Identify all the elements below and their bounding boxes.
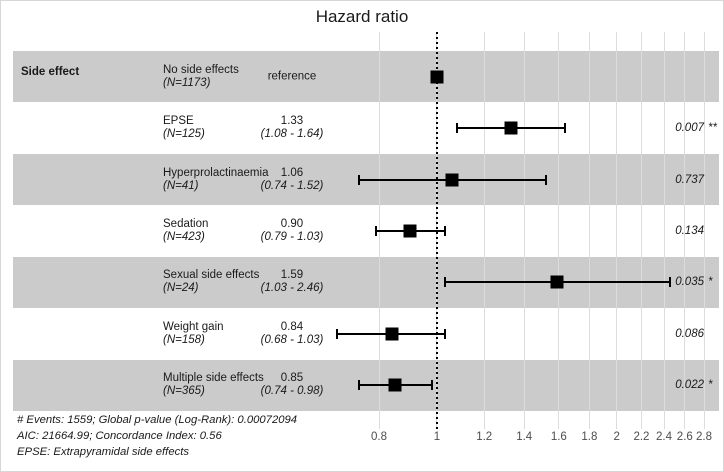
ci-cap-high: [443, 328, 446, 339]
row-label-n: (N=24): [163, 282, 199, 295]
gridline: [483, 32, 485, 429]
x-tick-label: 1.2: [476, 431, 493, 443]
gridline: [523, 32, 525, 429]
x-tick-label: 2.6: [676, 431, 693, 443]
p-value: 0.134: [675, 225, 704, 237]
estimate-value: 1.59: [280, 269, 304, 282]
row-label-name: Hyperprolactinaemia: [163, 166, 269, 179]
gridline: [703, 32, 705, 429]
estimate-block: reference: [268, 70, 317, 83]
x-tick-label: 0.8: [371, 431, 387, 443]
estimate-ci: (0.79 - 1.03): [260, 231, 324, 243]
hr-marker: [403, 224, 417, 238]
estimate-block: 0.84 (0.68 - 1.03): [261, 321, 324, 347]
footnote-events: # Events: 1559; Global p-value (Log-Rank…: [17, 414, 298, 426]
gridline: [684, 32, 686, 429]
significance-stars: **: [708, 122, 717, 135]
x-tick-label: 1.8: [581, 431, 598, 443]
row-label-n: (N=1173): [163, 76, 211, 89]
estimate-block: 0.90 (0.79 - 1.03): [261, 218, 324, 244]
footnote-aic: AIC: 21664.99; Concordance Index: 0.56: [17, 430, 222, 442]
ci-cap-high: [669, 277, 672, 288]
ci-cap-low: [374, 226, 377, 236]
p-value: 0.007: [675, 122, 704, 135]
row-label-n: (N=41): [163, 179, 199, 192]
x-tick-label: 2.8: [696, 431, 713, 443]
ci-cap-low: [357, 380, 360, 391]
estimate-ci: (0.68 - 1.03): [260, 333, 324, 346]
ci-cap-high: [443, 226, 446, 236]
significance-stars: *: [708, 379, 713, 392]
estimate-ci: (0.74 - 1.52): [260, 179, 324, 192]
estimate-block: 1.33 (1.08 - 1.64): [261, 115, 324, 141]
x-tick-label: 2.4: [656, 431, 673, 443]
estimate-value: 0.90: [280, 218, 304, 230]
gridline: [588, 32, 590, 429]
row-label-n: (N=125): [163, 128, 205, 141]
estimate-value: 1.33: [280, 115, 304, 128]
gridline: [558, 32, 560, 429]
gridline: [640, 32, 642, 429]
row-label-name: No side effects: [163, 63, 239, 76]
estimate-ci: (1.03 - 2.46): [260, 282, 324, 295]
row-label-block: Multiple side effects (N=365): [163, 372, 264, 398]
gridline: [663, 32, 665, 429]
p-value: 0.035: [675, 276, 704, 289]
row-label-name: Sedation: [163, 218, 209, 230]
row-label-block: EPSE (N=125): [163, 115, 205, 141]
column-header-side-effect: Side effect: [21, 66, 80, 78]
row-label-block: No side effects (N=1173): [163, 64, 239, 90]
estimate-value: reference: [267, 70, 317, 83]
x-tick-label: 1.6: [550, 431, 567, 443]
estimate-block: 1.06 (0.74 - 1.52): [261, 167, 324, 193]
ci-cap-low: [335, 328, 338, 339]
ci-cap-high: [564, 123, 567, 134]
hr-marker: [445, 173, 459, 187]
row-label-name: Sexual side effects: [163, 269, 260, 282]
estimate-ci: (0.74 - 0.98): [260, 385, 324, 398]
ci-cap-low: [357, 174, 360, 185]
row-band: [13, 51, 719, 103]
row-label-name: Multiple side effects: [163, 372, 264, 385]
hr-marker: [550, 275, 564, 289]
estimate-block: 0.85 (0.74 - 0.98): [261, 372, 324, 398]
x-tick-label: 1: [433, 431, 441, 443]
ci-cap-high: [430, 380, 433, 391]
hr-marker: [430, 70, 444, 84]
row-label-n: (N=365): [163, 385, 205, 398]
p-value: 0.086: [675, 327, 704, 340]
row-label-block: Sedation (N=423): [163, 218, 208, 244]
row-label-block: Sexual side effects (N=24): [163, 269, 259, 295]
significance-stars: *: [708, 276, 713, 289]
p-value: 0.737: [675, 173, 704, 186]
row-label-n: (N=158): [163, 333, 205, 346]
hr-marker: [388, 378, 402, 392]
row-label-block: Hyperprolactinaemia (N=41): [163, 167, 268, 193]
x-tick-label: 2: [613, 431, 620, 443]
footnotes: # Events: 1559; Global p-value (Log-Rank…: [17, 412, 297, 460]
ci-cap-high: [544, 174, 547, 185]
estimate-value: 0.85: [280, 372, 304, 385]
p-value: 0.022: [675, 379, 704, 392]
row-label-name: Weight gain: [163, 320, 224, 333]
row-label-n: (N=423): [163, 231, 205, 243]
estimate-block: 1.59 (1.03 - 2.46): [261, 269, 324, 295]
estimate-value: 0.84: [280, 320, 304, 333]
footnote-epse: EPSE: Extrapyramidal side effects: [17, 446, 190, 458]
hr-marker: [385, 327, 399, 341]
row-label-block: Weight gain (N=158): [163, 321, 224, 347]
ci-cap-low: [443, 277, 446, 288]
x-tick-label: 1.4: [516, 431, 533, 443]
estimate-ci: (1.08 - 1.64): [260, 128, 324, 141]
estimate-value: 1.06: [280, 166, 304, 179]
hr-marker: [504, 121, 518, 135]
chart-title: Hazard ratio: [315, 7, 409, 26]
row-label-name: EPSE: [163, 115, 194, 128]
x-tick-label: 2.2: [633, 431, 650, 443]
ci-cap-low: [455, 123, 458, 134]
gridline: [616, 32, 618, 429]
